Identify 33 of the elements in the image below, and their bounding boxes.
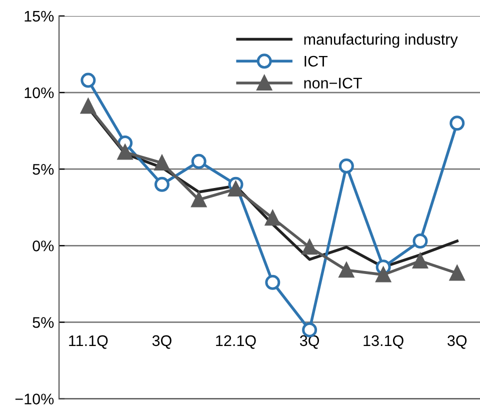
point (80, 98, 96, 114)
x-tick-label: 11.1Q (69, 335, 108, 349)
point (302, 240, 318, 255)
y-tick-label: 0% (32, 240, 54, 252)
legend-label: non−ICT (304, 78, 362, 89)
point (191, 154, 206, 169)
point (338, 262, 354, 278)
y-tick-label: −10% (15, 394, 54, 404)
x-tick-label: 3Q (448, 335, 467, 349)
legend-label: manufacturing industry (304, 34, 458, 48)
point (265, 274, 280, 290)
point (450, 266, 465, 281)
point (118, 144, 133, 160)
point (376, 267, 391, 282)
y-tick-label: 5% (32, 317, 54, 328)
x-tick-label: 12.1Q (216, 335, 256, 349)
point (154, 176, 170, 192)
point (265, 210, 280, 226)
point (191, 192, 206, 208)
point (228, 181, 244, 196)
y-tick-label: 15% (24, 10, 54, 22)
x-tick-label: 3Q (152, 335, 172, 349)
y-tick-label: 10% (24, 87, 54, 98)
x-tick-label: 13.1Q (364, 335, 404, 349)
y-tick-label: 5% (32, 164, 54, 175)
legend-label: ICT (304, 56, 328, 67)
point (338, 158, 354, 174)
x-tick-label: 3Q (300, 335, 320, 349)
point (412, 253, 428, 268)
point (412, 234, 428, 249)
point (80, 72, 96, 88)
point (154, 155, 170, 170)
point (450, 116, 465, 131)
